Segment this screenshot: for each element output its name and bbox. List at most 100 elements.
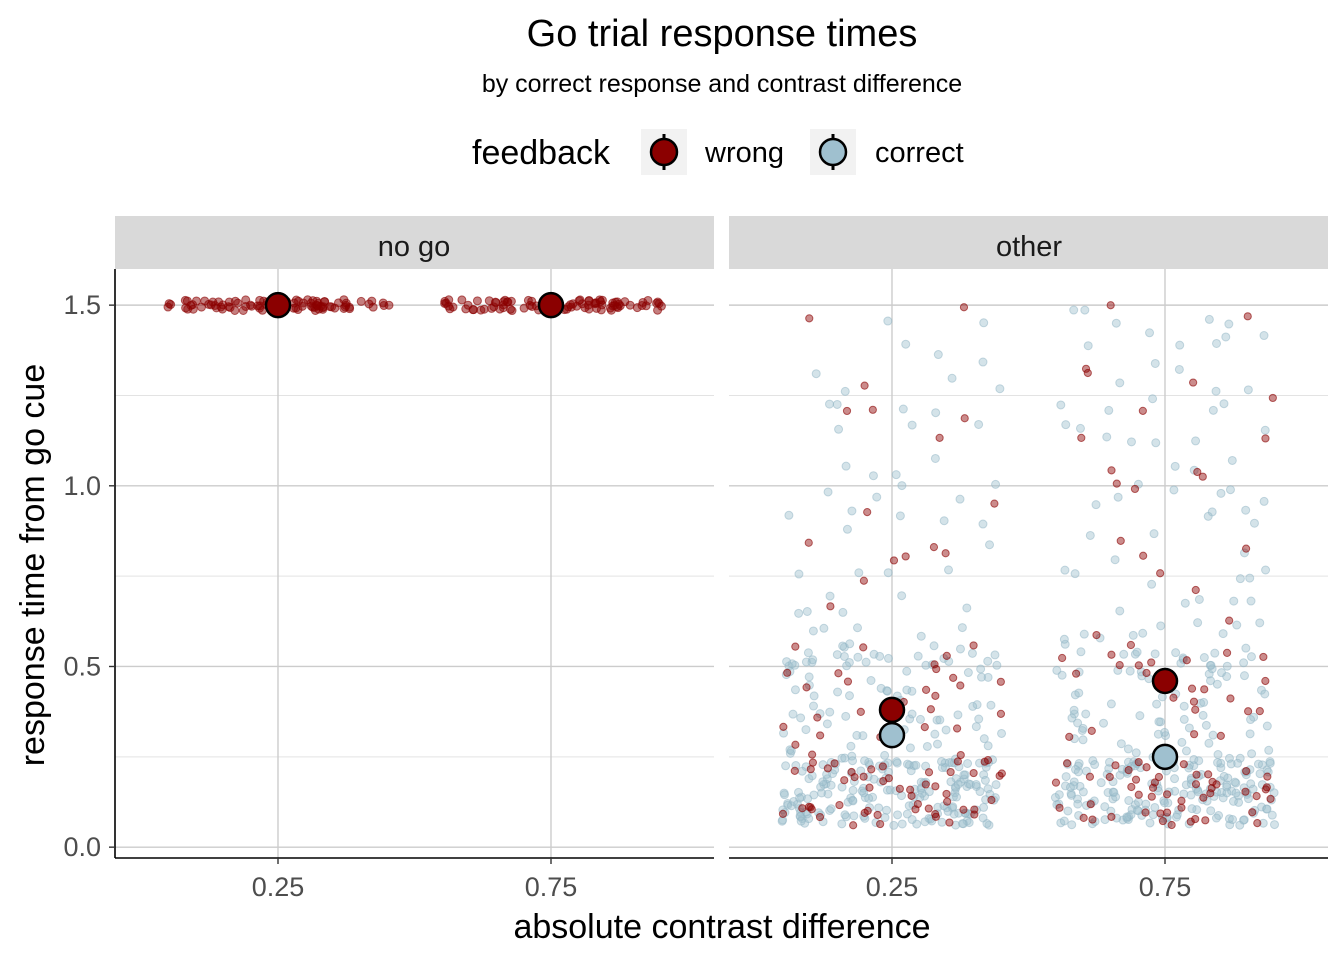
trial-point — [1177, 796, 1186, 805]
trial-point — [1162, 808, 1172, 817]
trial-point — [1124, 796, 1134, 806]
trial-point — [905, 743, 915, 753]
trial-point — [1083, 341, 1093, 351]
trial-point — [878, 762, 887, 771]
trial-point — [1198, 710, 1208, 720]
trial-point — [1228, 815, 1238, 825]
trial-point — [1235, 753, 1245, 763]
trial-point — [930, 453, 940, 463]
trial-point — [1229, 596, 1239, 606]
trial-point — [943, 797, 952, 806]
trial-point — [823, 487, 833, 497]
trial-point — [1151, 438, 1161, 448]
trial-point — [1212, 679, 1222, 689]
trial-point — [1206, 660, 1216, 670]
trial-point — [297, 301, 307, 311]
trial-point — [889, 556, 899, 565]
trial-point — [796, 713, 806, 723]
trial-point — [902, 666, 912, 676]
trial-point — [1189, 378, 1198, 387]
trial-point — [1246, 779, 1256, 789]
trial-point — [840, 386, 850, 396]
trial-point — [1111, 761, 1120, 770]
trial-point — [1078, 735, 1088, 745]
trial-point — [979, 802, 989, 812]
trial-point — [868, 471, 878, 481]
trial-point — [864, 793, 874, 803]
trial-point — [825, 591, 835, 601]
trial-point — [1190, 730, 1199, 739]
trial-point — [1249, 518, 1259, 528]
trial-point — [823, 789, 833, 799]
trial-point — [983, 741, 993, 751]
trial-point — [779, 790, 789, 800]
trial-point — [1081, 364, 1091, 373]
trial-point — [802, 683, 811, 692]
trial-point — [656, 301, 666, 311]
trial-point — [921, 660, 931, 670]
trial-point — [847, 506, 857, 516]
legend-label-wrong: wrong — [704, 137, 784, 169]
trial-point — [1132, 805, 1142, 815]
trial-point — [241, 295, 251, 305]
trial-point — [1191, 705, 1200, 714]
trial-point — [1226, 759, 1236, 769]
trial-point — [847, 767, 856, 777]
y-tick-label: 0.0 — [63, 832, 101, 862]
trial-point — [1132, 647, 1142, 657]
trial-point — [472, 296, 482, 306]
trial-point — [826, 602, 835, 611]
trial-point — [835, 800, 844, 810]
trial-point — [1201, 720, 1211, 730]
mean-point-wrong — [1151, 667, 1179, 695]
strip-label-other: other — [996, 231, 1062, 263]
trial-point — [1149, 529, 1159, 539]
trial-point — [953, 757, 962, 766]
trial-point — [840, 776, 849, 785]
trial-point — [1085, 530, 1095, 540]
trial-point — [1115, 378, 1125, 388]
trial-point — [507, 306, 517, 316]
trial-point — [931, 691, 940, 700]
trial-point — [833, 687, 843, 697]
trial-point — [942, 651, 951, 661]
trial-point — [907, 791, 916, 800]
trial-point — [1100, 802, 1110, 812]
legend-key-wrong-point — [649, 137, 679, 167]
trial-point — [1073, 767, 1083, 777]
trial-point — [1268, 393, 1277, 403]
trial-point — [318, 302, 328, 312]
trial-point — [1222, 661, 1232, 671]
trial-point — [1171, 648, 1181, 658]
trial-point — [1113, 492, 1123, 502]
trial-point — [1227, 455, 1237, 465]
trial-point — [1169, 693, 1178, 702]
trial-point — [188, 304, 198, 314]
trial-point — [1262, 721, 1272, 731]
trial-point — [1216, 758, 1226, 768]
trial-point — [1189, 697, 1199, 706]
trial-point — [1186, 817, 1195, 826]
trial-point — [1239, 658, 1249, 668]
trial-point — [1122, 812, 1132, 822]
trial-point — [974, 419, 984, 429]
trial-point — [955, 494, 965, 504]
trial-point — [1088, 815, 1097, 824]
trial-point — [957, 623, 967, 633]
trial-point — [805, 314, 814, 323]
trial-point — [915, 714, 925, 724]
x-tick-label: 0.75 — [525, 872, 578, 902]
trial-point — [1065, 732, 1074, 741]
trial-point — [1233, 758, 1243, 768]
trial-point — [901, 339, 911, 349]
trial-point — [1128, 630, 1138, 640]
y-axis-title: response time from go cue — [14, 364, 52, 767]
trial-point — [1154, 717, 1164, 727]
trial-point — [979, 318, 989, 328]
trial-point — [1141, 805, 1151, 815]
trial-point — [1199, 697, 1209, 707]
trial-point — [995, 771, 1004, 780]
mean-point-wrong — [264, 291, 292, 319]
trial-point — [1110, 555, 1120, 565]
trial-point — [1191, 780, 1201, 789]
